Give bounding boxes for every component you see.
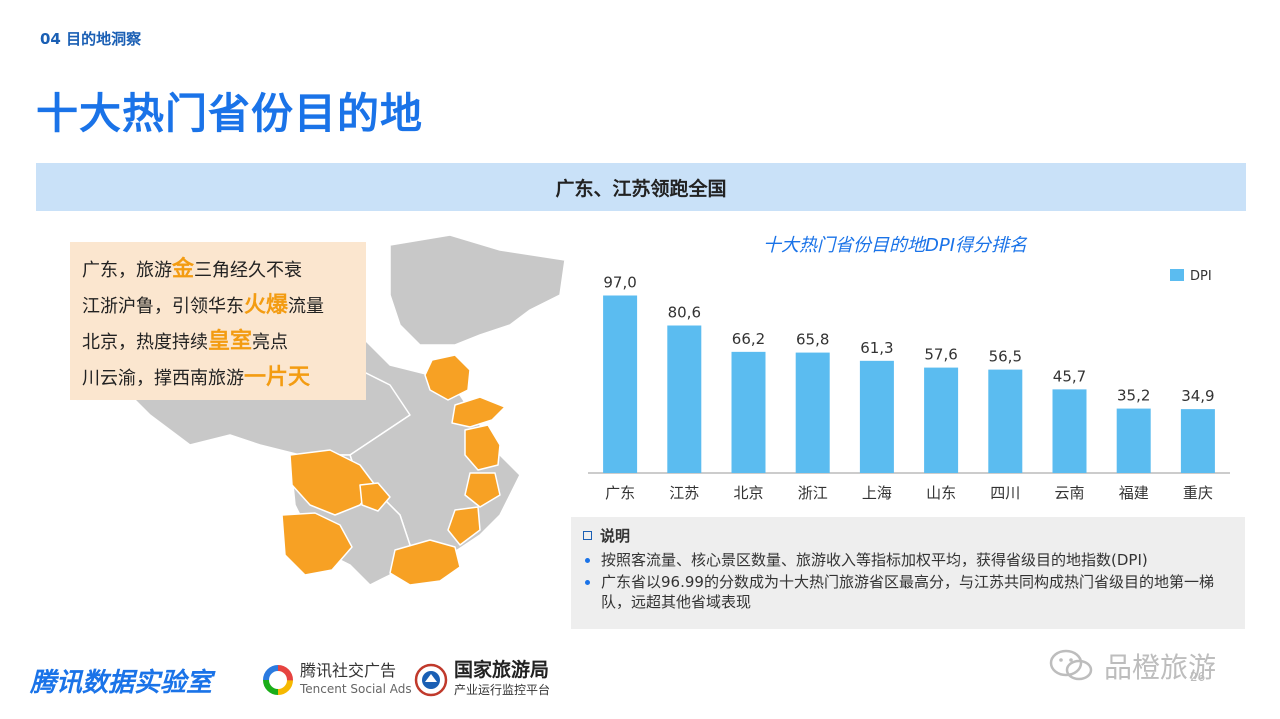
category-label: 重庆 <box>1183 484 1213 502</box>
map-region-zhejiang <box>464 472 501 508</box>
data-label: 65,8 <box>796 331 829 349</box>
data-label: 56,5 <box>989 348 1022 366</box>
data-label: 45,7 <box>1053 367 1086 385</box>
data-label: 97,0 <box>603 273 636 291</box>
callout-box: 广东，旅游金三角经久不衰 江浙沪鲁，引领华东火爆流量 北京，热度持续皇室亮点 川… <box>70 242 366 400</box>
map-region-fujian <box>447 506 481 546</box>
bar-广东 <box>603 295 638 473</box>
cnta-name: 国家旅游局 <box>454 659 550 681</box>
data-label: 66,2 <box>732 330 765 348</box>
bar-chart: 十大热门省份目的地DPI得分排名 DPI 97,0 广东 80,6 江苏 66,2 北京 65,… <box>588 235 1230 502</box>
bar-四川 <box>988 369 1023 473</box>
page-title: 十大热门省份目的地 <box>36 89 424 138</box>
bar-重庆 <box>1180 409 1215 473</box>
callout-line: 广东，旅游金三角经久不衰 <box>82 257 303 282</box>
bar-上海 <box>859 360 894 473</box>
callout-line: 江浙沪鲁，引领华东火爆流量 <box>82 293 325 318</box>
map-region-jiangsu <box>464 424 501 471</box>
chart-title: 十大热门省份目的地DPI得分排名 <box>763 235 1028 256</box>
callout-line: 北京，热度持续皇室亮点 <box>82 329 289 354</box>
note-item: 按照客流量、核心景区数量、旅游收入等指标加权平均，获得省级目的地指数(DPI) <box>601 550 1233 570</box>
bar-北京 <box>731 351 766 473</box>
map-region-yunnan <box>281 512 353 576</box>
cnta-emblem-icon <box>414 663 448 697</box>
bar-浙江 <box>795 352 830 473</box>
category-label: 广东 <box>605 484 635 502</box>
map-region-north <box>389 234 566 346</box>
data-label: 34,9 <box>1181 387 1214 405</box>
cnta-logo: 国家旅游局 产业运行监控平台 <box>414 660 550 700</box>
wechat-icon <box>1049 649 1093 681</box>
tencent-social-ads-logo: 腾讯社交广告 Tencent Social Ads <box>262 662 412 698</box>
map-region-shandong <box>451 396 506 428</box>
tsa-name-cn: 腾讯社交广告 <box>300 661 397 680</box>
data-label: 80,6 <box>668 304 701 322</box>
banner: 广东、江苏领跑全国 <box>36 163 1246 211</box>
data-label: 57,6 <box>924 346 957 364</box>
tsa-name-en: Tencent Social Ads <box>300 682 412 696</box>
watermark: 品橙旅游 <box>1048 646 1216 686</box>
section-label: 04 目的地洞察 <box>40 30 142 48</box>
category-label: 北京 <box>733 484 763 502</box>
legend-swatch <box>1170 269 1184 281</box>
footer: 腾讯数据实验室 腾讯社交广告 Tencent Social Ads 国家旅游局 … <box>0 649 1280 719</box>
bar-福建 <box>1116 408 1151 473</box>
callout-line: 川云渝，撑西南旅游一片天 <box>82 365 311 390</box>
bar-山东 <box>924 367 959 473</box>
data-label: 35,2 <box>1117 387 1150 405</box>
category-label: 福建 <box>1119 484 1149 502</box>
checkbox-icon <box>583 531 592 540</box>
page-number: 26 <box>1190 670 1206 684</box>
legend-label: DPI <box>1190 269 1212 284</box>
category-label: 山东 <box>926 484 956 502</box>
map-region-beijing <box>424 354 471 401</box>
note-panel: 说明 按照客流量、核心景区数量、旅游收入等指标加权平均，获得省级目的地指数(DP… <box>571 517 1245 629</box>
data-label: 61,3 <box>860 339 893 357</box>
bar-江苏 <box>667 325 702 473</box>
note-item: 广东省以96.99的分数成为十大热门旅游省区最高分，与江苏共同构成热门省级目的地… <box>601 572 1233 612</box>
category-label: 江苏 <box>669 484 699 502</box>
category-label: 浙江 <box>798 484 828 502</box>
category-label: 上海 <box>862 484 892 502</box>
category-label: 云南 <box>1054 484 1084 502</box>
map-region-sichuan <box>289 449 376 516</box>
watermark-text: 品橙旅游 <box>1104 651 1217 684</box>
map-region-guangdong <box>389 539 461 586</box>
category-label: 四川 <box>990 484 1020 502</box>
tsa-icon <box>263 665 293 695</box>
bar-云南 <box>1052 389 1087 473</box>
note-heading: 说明 <box>583 525 1233 546</box>
cnta-subtitle: 产业运行监控平台 <box>454 683 551 697</box>
map-region-chongqing <box>359 482 391 512</box>
tencent-lab-logo: 腾讯数据实验室 <box>30 668 213 698</box>
